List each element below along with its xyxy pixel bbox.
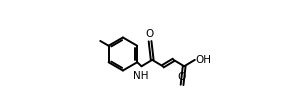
Text: NH: NH	[133, 71, 149, 81]
Text: O: O	[145, 29, 154, 39]
Text: OH: OH	[196, 55, 212, 65]
Text: O: O	[177, 72, 186, 82]
